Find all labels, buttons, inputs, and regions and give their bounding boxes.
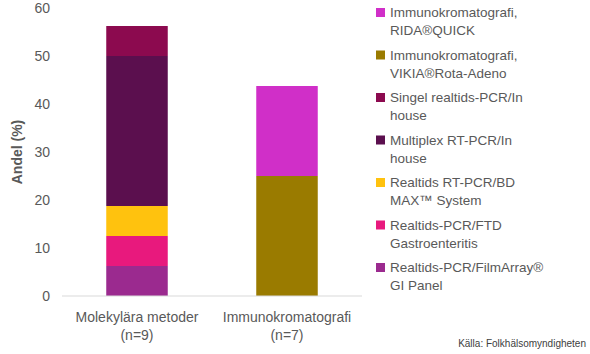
legend-label: Singel realtids-PCR/In house: [390, 90, 523, 123]
bars: [106, 26, 318, 296]
bar-segment: [256, 176, 318, 296]
y-tick-label: 50: [34, 48, 50, 64]
text-line: (n=7): [270, 327, 303, 343]
text-line: (n=9): [120, 327, 153, 343]
text-line: Immunokromatografi: [223, 309, 351, 325]
legend-label: Multiplex RT-PCR/In house: [390, 133, 512, 166]
text-line: Immunokromatografi,: [390, 5, 518, 20]
text-line: Singel realtids-PCR/In: [390, 90, 523, 105]
text-line: Molekylära metoder: [76, 309, 199, 325]
legend-swatch: [376, 263, 385, 272]
legend-swatch: [376, 51, 385, 60]
x-tick-label: Molekylära metoder (n=9): [76, 309, 199, 343]
x-axis-line: [62, 296, 362, 297]
text-line: Gastroenteritis: [390, 236, 478, 251]
x-tick-label: Immunokromatografi (n=7): [223, 309, 351, 343]
legend-swatch: [376, 178, 385, 187]
legend-label: Immunokromatografi, RIDA®QUICK: [390, 5, 518, 38]
y-tick-label: 60: [34, 0, 50, 16]
text-line: GI Panel: [390, 278, 443, 293]
bar-segment: [106, 26, 168, 56]
text-line: RIDA®QUICK: [390, 23, 475, 38]
legend-label: Realtids RT-PCR/BD MAX™ System: [390, 175, 515, 208]
legend-swatch: [376, 136, 385, 145]
bar-segment: [106, 266, 168, 296]
legend-label: Immunokromatografi, VIKIA®Rota-Adeno: [390, 48, 518, 81]
legend: Immunokromatografi,RIDA®QUICKImmunokroma…: [376, 5, 543, 293]
bar-segment: [106, 56, 168, 206]
text-line: VIKIA®Rota-Adeno: [390, 66, 507, 81]
bar-segment: [106, 206, 168, 236]
text-line: Immunokromatografi,: [390, 48, 518, 63]
text-line: Multiplex RT-PCR/In: [390, 133, 512, 148]
y-axis-label: Andel (%): [9, 120, 25, 185]
source: Källa: Folkhälsomyndigheten: [458, 338, 586, 349]
text-line: house: [390, 108, 427, 123]
bar-segment: [106, 236, 168, 266]
chart: 0 10 20 30 40 50 60 Andel (%) Molekylära metoder…: [0, 0, 590, 354]
y-tick-label: 20: [34, 192, 50, 208]
legend-swatch: [376, 93, 385, 102]
text-line: house: [390, 151, 427, 166]
y-tick-label: 0: [42, 288, 50, 304]
text-line: Realtids-PCR/FTD: [390, 218, 502, 233]
text-line: Realtids-PCR/FilmArray®: [390, 260, 543, 275]
legend-swatch: [376, 8, 385, 17]
text-line: MAX™ System: [390, 193, 482, 208]
y-tick-label: 10: [34, 240, 50, 256]
y-tick-label: 30: [34, 144, 50, 160]
legend-label: Realtids-PCR/FTD Gastroenteritis: [390, 218, 502, 251]
legend-swatch: [376, 221, 385, 230]
bar-segment: [256, 86, 318, 176]
y-tick-label: 40: [34, 96, 50, 112]
legend-label: Realtids-PCR/FilmArray® GI Panel: [390, 260, 543, 293]
text-line: Realtids RT-PCR/BD: [390, 175, 515, 190]
